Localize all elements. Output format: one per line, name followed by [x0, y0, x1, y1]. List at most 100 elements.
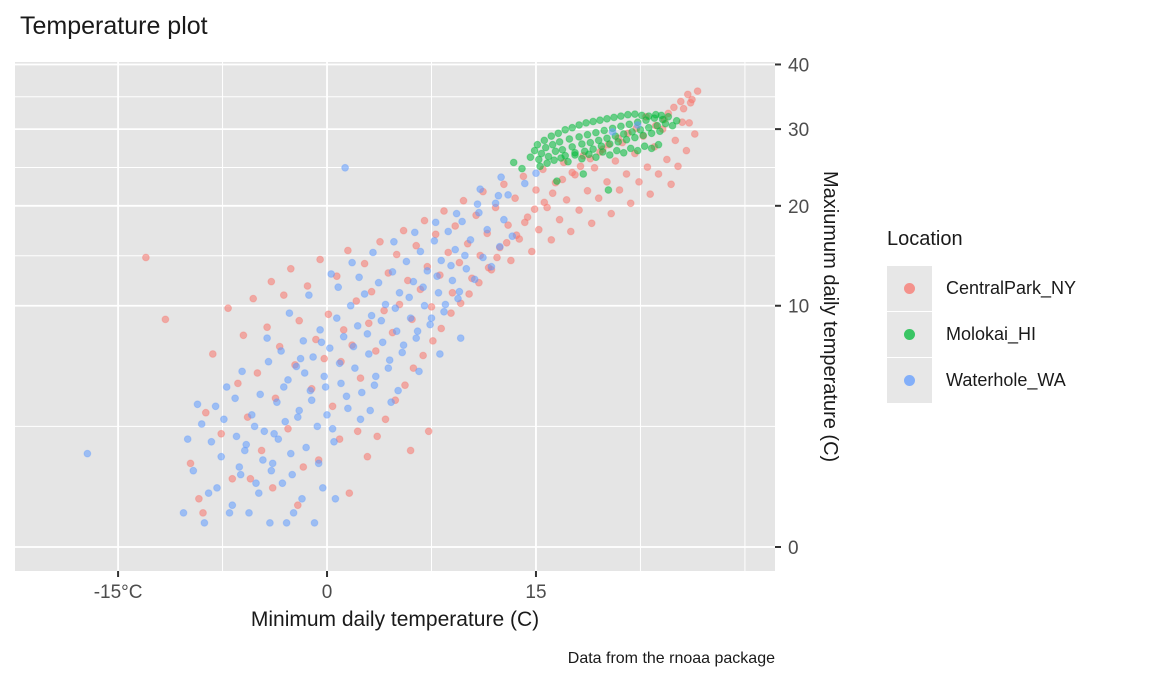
data-point: [429, 337, 437, 345]
data-point: [548, 140, 557, 149]
data-point: [578, 140, 586, 148]
data-point: [536, 162, 544, 171]
data-point: [426, 320, 435, 329]
data-point: [409, 277, 418, 286]
data-point: [576, 162, 585, 171]
data-point: [268, 459, 277, 468]
data-point: [309, 353, 318, 361]
data-point: [455, 258, 464, 267]
data-point: [526, 153, 535, 162]
data-point: [398, 348, 407, 357]
data-point: [273, 398, 281, 407]
data-point: [299, 337, 308, 345]
data-point: [293, 501, 302, 510]
data-point: [388, 268, 397, 276]
data-point: [430, 237, 439, 245]
plot-caption: Data from the rnoaa package: [567, 650, 775, 667]
data-point: [321, 383, 330, 391]
data-point: [284, 424, 292, 433]
data-point: [384, 364, 393, 373]
data-point: [253, 369, 262, 377]
data-point: [363, 452, 372, 461]
data-point: [245, 509, 253, 517]
data-point: [654, 140, 663, 149]
data-point: [374, 278, 383, 287]
data-point: [530, 146, 539, 155]
data-point: [413, 327, 422, 336]
data-point: [555, 138, 564, 146]
data-point: [654, 170, 663, 178]
data-point: [605, 140, 614, 148]
data-point: [316, 326, 325, 334]
data-point: [452, 209, 461, 218]
data-point: [332, 314, 341, 323]
series-points-CentralPark_NY: [142, 87, 702, 517]
x-tick-label: 0: [322, 582, 333, 603]
data-point: [682, 146, 691, 155]
data-point: [392, 327, 401, 336]
data-point: [183, 435, 192, 444]
data-point: [594, 136, 603, 145]
data-point: [310, 519, 319, 527]
x-tick-label: -15°C: [94, 582, 143, 603]
data-point: [657, 111, 666, 120]
data-point: [617, 112, 625, 120]
data-point: [410, 228, 419, 237]
y-axis-title: Maxiumum daily temperature (C): [819, 170, 841, 463]
data-point: [436, 350, 444, 358]
data-point: [312, 335, 320, 344]
data-point: [231, 394, 240, 403]
data-point: [454, 294, 462, 303]
data-point: [562, 196, 571, 204]
data-point: [371, 372, 380, 381]
axis-ticks: [117, 63, 781, 577]
data-point: [409, 364, 418, 373]
data-point: [416, 247, 425, 256]
data-point: [344, 404, 352, 413]
data-point: [466, 236, 475, 244]
data-point: [249, 294, 258, 303]
data-point: [239, 331, 248, 340]
data-point: [494, 191, 503, 200]
data-point: [491, 199, 500, 208]
data-point: [511, 194, 519, 203]
legend-key-box: [887, 265, 932, 311]
data-point: [607, 209, 616, 218]
data-point: [534, 225, 543, 234]
data-point: [617, 122, 625, 131]
data-point: [346, 301, 355, 310]
data-point: [295, 316, 304, 325]
data-point: [320, 372, 329, 381]
data-point: [213, 484, 221, 492]
data-point: [318, 484, 327, 492]
data-point: [504, 221, 513, 230]
data-point: [220, 415, 228, 424]
data-point: [558, 145, 567, 154]
data-point: [440, 307, 448, 316]
data-point: [412, 241, 421, 250]
data-point: [282, 519, 291, 527]
data-point: [639, 131, 648, 140]
data-point: [603, 114, 611, 123]
data-point: [342, 392, 351, 401]
data-point: [551, 147, 560, 156]
data-point: [557, 154, 565, 162]
legend-label: Waterhole_WA: [946, 369, 1066, 390]
data-point: [298, 494, 306, 503]
data-point: [142, 253, 150, 262]
data-point: [424, 427, 433, 436]
data-point: [532, 186, 540, 194]
data-point: [534, 155, 543, 164]
data-point: [228, 501, 237, 510]
data-point: [455, 287, 464, 296]
data-point: [622, 170, 631, 178]
data-point: [341, 163, 350, 172]
data-point: [614, 138, 623, 146]
data-point: [548, 189, 557, 198]
legend-title: Location: [887, 228, 963, 250]
data-point: [456, 334, 465, 343]
data-point: [284, 376, 292, 384]
data-point: [579, 170, 588, 178]
data-point: [228, 474, 237, 483]
